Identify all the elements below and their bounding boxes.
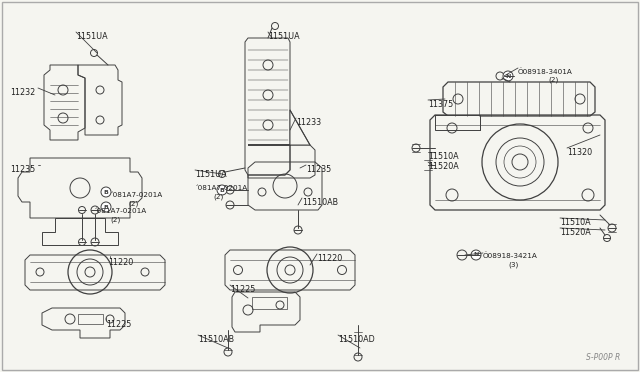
Text: ´081A7-0201A: ´081A7-0201A xyxy=(94,208,147,214)
Text: 1151UA: 1151UA xyxy=(195,170,227,179)
Text: 1151UA: 1151UA xyxy=(268,32,300,41)
Text: 11510AB: 11510AB xyxy=(302,198,338,207)
Text: (2): (2) xyxy=(213,193,223,199)
Text: (2): (2) xyxy=(110,216,120,222)
Text: ´081A7-0201A: ´081A7-0201A xyxy=(195,185,248,191)
Text: S-P00P R: S-P00P R xyxy=(586,353,620,362)
Text: B: B xyxy=(104,205,108,209)
Text: (3): (3) xyxy=(508,261,518,267)
Circle shape xyxy=(217,185,227,195)
Text: B: B xyxy=(220,187,225,192)
Text: 11510A: 11510A xyxy=(560,218,591,227)
Text: 11232: 11232 xyxy=(10,88,35,97)
Text: 11225: 11225 xyxy=(230,285,255,294)
Text: 11320: 11320 xyxy=(567,148,592,157)
Text: 11520A: 11520A xyxy=(560,228,591,237)
Text: 11220: 11220 xyxy=(317,254,342,263)
Text: 11510AB: 11510AB xyxy=(198,335,234,344)
Text: 11520A: 11520A xyxy=(428,162,459,171)
Text: 11375: 11375 xyxy=(428,100,453,109)
Text: Ô08918-3401A: Ô08918-3401A xyxy=(518,68,573,74)
Bar xyxy=(78,314,103,324)
Polygon shape xyxy=(435,115,480,130)
Text: N: N xyxy=(474,253,479,257)
Text: 11235: 11235 xyxy=(10,165,35,174)
Text: 11225: 11225 xyxy=(106,320,131,329)
Text: N: N xyxy=(506,74,511,78)
Text: (2): (2) xyxy=(128,200,138,206)
Text: 11235: 11235 xyxy=(306,165,332,174)
Text: ´081A7-0201A: ´081A7-0201A xyxy=(110,192,163,198)
Text: (2): (2) xyxy=(548,76,558,83)
Text: 11510A: 11510A xyxy=(428,152,459,161)
Bar xyxy=(252,297,287,309)
Text: B: B xyxy=(104,189,108,195)
Text: 11510AD: 11510AD xyxy=(338,335,375,344)
Circle shape xyxy=(503,71,513,81)
Text: Ô08918-3421A: Ô08918-3421A xyxy=(483,253,538,260)
Circle shape xyxy=(101,187,111,197)
Polygon shape xyxy=(290,110,310,145)
Circle shape xyxy=(471,250,481,260)
Text: 11220: 11220 xyxy=(108,258,133,267)
Text: 1151UA: 1151UA xyxy=(76,32,108,41)
Circle shape xyxy=(101,202,111,212)
Text: 11233: 11233 xyxy=(296,118,321,127)
